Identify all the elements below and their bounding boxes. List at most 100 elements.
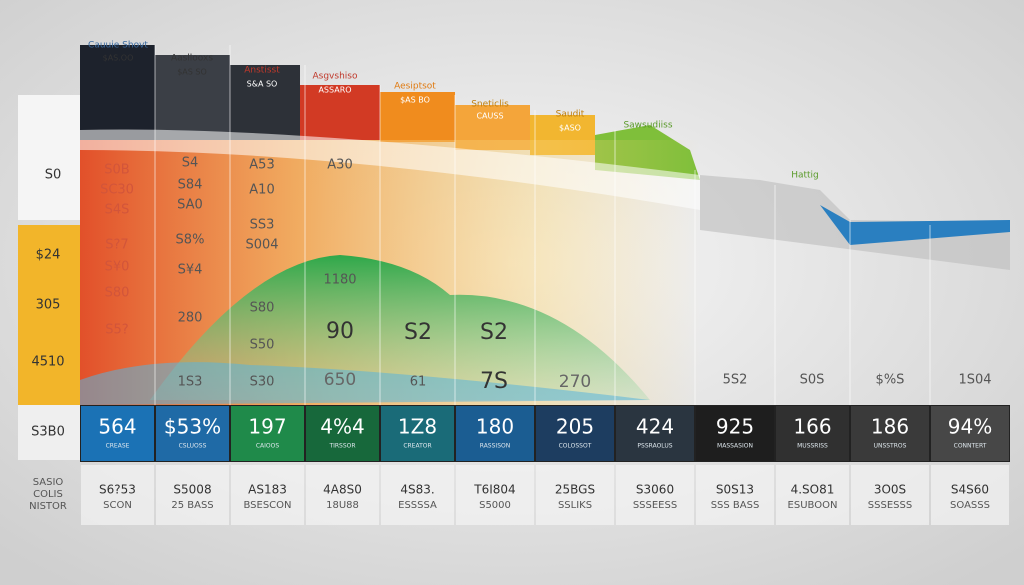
header-label: Aasllooxs [171,54,213,64]
bottom-label: ESUBOON [788,500,838,511]
cell: 650 [324,370,356,390]
header-label: $AS SO [177,68,207,77]
band-value: 564 [98,415,136,439]
cell: 280 [178,311,203,326]
band-sub: CSLUOSS [179,443,207,450]
band-sub: RASSISON [480,443,510,450]
header-label: Hattig [791,171,819,181]
band-cell [81,406,154,461]
band-value: 1Z8 [398,415,437,439]
bottom-label: 4.SO81 [791,483,835,497]
cell: 270 [559,372,591,392]
band-sub: UNSSTROS [874,443,907,450]
band-value: 186 [871,415,909,439]
header-label: Anstisst [244,66,280,76]
header-label: Sneticlis [471,100,509,110]
cell: S0B [104,163,129,178]
header-label: Aesiptsot [394,82,436,92]
bottom-label: SSSESSS [868,500,912,511]
band-cell [696,406,774,461]
cell: S8% [176,233,205,248]
cell: 7S [480,369,508,394]
bottom-label: S6?53 [99,483,136,497]
bottom-cell [156,465,229,525]
cell: 1S04 [958,373,991,388]
left-label: S0 [45,168,62,183]
bottom-left-label: COLIS [33,489,63,500]
band-sub: MASSASION [717,443,753,450]
bottom-cell [931,465,1009,525]
band-value: 205 [556,415,594,439]
cell: S30 [250,375,275,390]
band-cell [381,406,454,461]
band-cell [931,406,1009,461]
cell: S¥0 [105,260,130,275]
cell: $%S [876,373,905,388]
cell: 61 [410,375,427,390]
band-cell [776,406,849,461]
bottom-label: AS183 [248,483,287,497]
bottom-label: SSS BASS [711,500,760,511]
header-label: $ASO [559,124,581,133]
header-label: Asgvshiso [313,72,358,82]
bottom-row: S6?53 SCON S5008 25 BASS AS183 BSESCON 4A8S0 18… [29,465,1009,525]
bottom-label: 4A8S0 [323,483,362,497]
cell: S2 [480,320,508,345]
bottom-label: T6I804 [473,483,515,497]
bottom-cell [851,465,929,525]
bottom-label: 25 BASS [171,500,213,511]
bottom-label: 18U88 [326,500,359,511]
bottom-cell [456,465,534,525]
bottom-label: S4S60 [951,483,989,497]
band-value: 4%4 [320,415,364,439]
cell: SA0 [177,198,203,213]
bottom-cell [306,465,379,525]
cell: S80 [105,286,130,301]
cell: S0S [800,373,825,388]
cell: A30 [327,158,352,173]
header-label: CAUSS [476,112,503,121]
cell: 1S3 [178,375,203,390]
band-cell [306,406,379,461]
blue-wave [80,362,650,405]
header-label: S&A SO [247,80,278,89]
cell: A10 [249,183,274,198]
cell: S80 [250,301,275,316]
bottom-label: BSESCON [243,500,291,511]
bottom-left-label: SASIO [33,477,64,488]
header-label: ASSARO [318,86,351,95]
left-label: $24 [36,248,61,263]
cell: S?7 [105,238,128,253]
band-cell [851,406,929,461]
bottom-label: S3060 [636,483,674,497]
bottom-label: SOASSS [950,500,990,511]
band-sub: CAIOOS [256,443,280,450]
cell: 1180 [323,273,356,288]
left-box [18,95,80,220]
bottom-label: ESSSSA [398,500,437,511]
band-cell [616,406,694,461]
header-label: Sawsudiiss [623,121,672,131]
bottom-cell [536,465,614,525]
bottom-label: S5000 [479,500,511,511]
band-cell [156,406,229,461]
band-value: $53% [164,415,221,439]
band-sub: TIRSSOR [328,443,355,450]
band-sub: COLOSSOT [559,443,592,450]
header-label: $AS.OO [103,54,134,63]
bottom-label: 3O0S [874,483,906,497]
bottom-label: S0S13 [716,483,754,497]
left-label: 4510 [31,355,64,370]
bottom-cell [81,465,154,525]
column-dividers [154,45,931,405]
band-cell [231,406,304,461]
left-label: S3B0 [31,425,65,440]
band-cell [536,406,614,461]
band-value: 180 [476,415,514,439]
cell: S50 [250,338,275,353]
cell: 5S2 [723,373,748,388]
band-sub: PSSRAOLUS [637,443,672,450]
cell: SC30 [100,183,134,198]
cell: S84 [178,178,203,193]
